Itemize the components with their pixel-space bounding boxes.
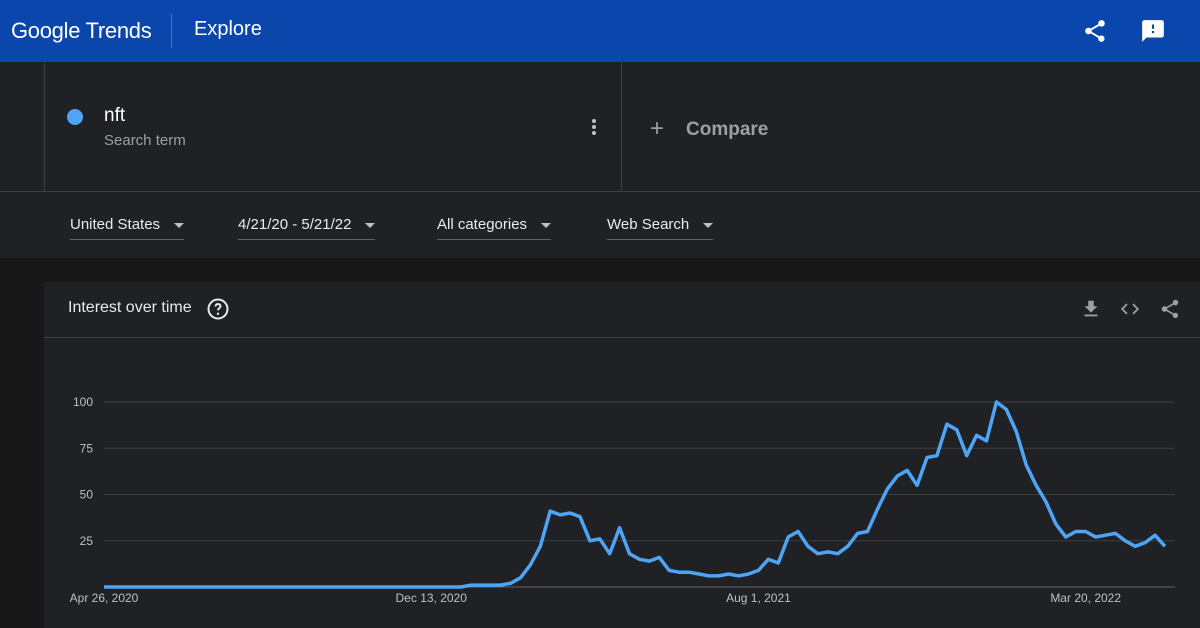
filter[interactable]: 4/21/20 - 5/21/22: [238, 216, 376, 240]
filter-label: United States: [70, 216, 161, 233]
separator: [171, 14, 172, 48]
feedback-icon[interactable]: [1140, 18, 1166, 44]
share-icon[interactable]: [1159, 298, 1181, 320]
y-tick-label: 25: [80, 534, 94, 548]
term-box: [44, 62, 622, 191]
term-type: Search term: [104, 132, 186, 149]
filter[interactable]: United States: [70, 216, 185, 240]
y-tick-label: 75: [80, 441, 94, 455]
plus-icon[interactable]: +: [650, 115, 665, 142]
download-icon[interactable]: [1080, 298, 1102, 320]
x-tick-label: Dec 13, 2020: [396, 591, 468, 605]
filter[interactable]: All categories: [437, 216, 552, 240]
header: [0, 0, 1200, 62]
embed-icon[interactable]: [1119, 298, 1141, 320]
section-title: Explore: [194, 18, 262, 40]
compare[interactable]: Compare: [686, 119, 769, 140]
chart-title: Interest over time: [68, 299, 192, 316]
share-icon[interactable]: [1082, 18, 1108, 44]
y-tick-label: 50: [80, 488, 94, 502]
term-color: [67, 109, 83, 125]
x-tick-label: Aug 1, 2021: [726, 591, 791, 605]
x-tick-label: Apr 26, 2020: [70, 591, 139, 605]
help-icon[interactable]: [206, 297, 230, 321]
terms-panel: [0, 62, 1200, 192]
term[interactable]: nft: [104, 105, 126, 126]
x-tick-label: Mar 20, 2022: [1050, 591, 1121, 605]
filter-label: 4/21/20 - 5/21/22: [238, 216, 352, 233]
filter[interactable]: Web Search: [607, 216, 714, 240]
separator: [44, 337, 1200, 338]
chart-card: [44, 282, 1200, 628]
logo[interactable]: Google Trends: [11, 18, 152, 43]
trend-line: [104, 400, 1167, 589]
filters-panel: [0, 192, 1200, 258]
filter-label: Web Search: [607, 216, 690, 233]
more-icon[interactable]: [588, 117, 600, 139]
y-tick-label: 100: [73, 395, 93, 409]
filter-label: All categories: [437, 216, 528, 233]
